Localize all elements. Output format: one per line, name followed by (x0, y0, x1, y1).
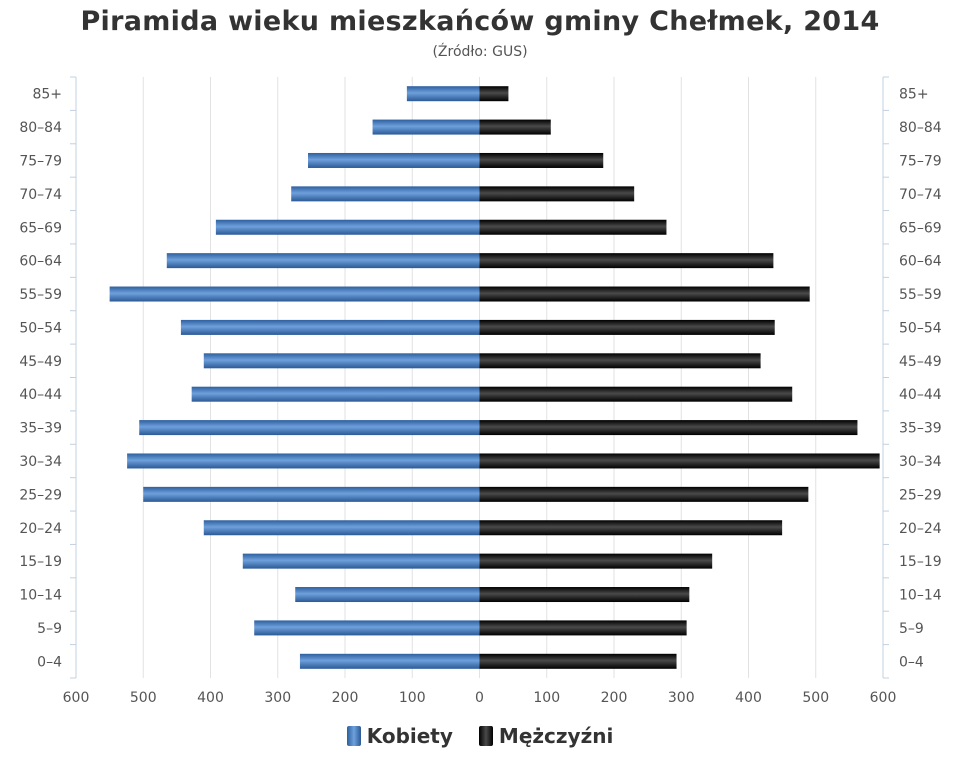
y-tick-label-left: 50–54 (19, 320, 62, 336)
y-tick-label-left: 40–44 (19, 387, 62, 403)
bar-mezczyzni (479, 486, 809, 502)
bar-kobiety (203, 353, 480, 369)
y-tick-label-left: 70–74 (19, 187, 62, 203)
bar-mezczyzni (479, 286, 810, 302)
x-tick-label: 100 (399, 690, 426, 706)
bar-mezczyzni (479, 520, 783, 536)
y-tick-label-left: 35–39 (19, 421, 62, 437)
x-tick-label: 300 (668, 690, 695, 706)
x-tick-label: 100 (533, 690, 560, 706)
bar-kobiety (372, 119, 480, 135)
bar-mezczyzni (479, 353, 761, 369)
bar-kobiety (406, 86, 480, 102)
y-tick-label-right: 5–9 (899, 621, 924, 637)
bar-kobiety (180, 319, 480, 335)
bar-kobiety (295, 587, 480, 603)
bar-mezczyzni (479, 319, 775, 335)
x-tick-label: 600 (870, 690, 897, 706)
bar-mezczyzni (479, 453, 880, 469)
y-tick-label-right: 45–49 (899, 354, 942, 370)
y-tick-label-right: 20–24 (899, 521, 942, 537)
bar-mezczyzni (479, 420, 858, 436)
x-tick-label: 300 (264, 690, 291, 706)
x-tick-label: 500 (130, 690, 157, 706)
bar-mezczyzni (479, 386, 793, 402)
y-tick-label-left: 80–84 (19, 120, 62, 136)
x-tick-label: 400 (197, 690, 224, 706)
bar-kobiety (215, 219, 480, 235)
bar-mezczyzni (479, 653, 677, 669)
bar-mezczyzni (479, 219, 667, 235)
chart-title: Piramida wieku mieszkańców gminy Chełmek… (80, 6, 880, 37)
bar-kobiety (308, 152, 480, 168)
y-tick-label-left: 65–69 (19, 220, 62, 236)
y-tick-label-right: 75–79 (899, 153, 942, 169)
chart-subtitle: (Źródło: GUS) (432, 44, 528, 60)
y-tick-label-right: 55–59 (899, 287, 942, 303)
legend-label-mezczyzni: Mężczyźni (498, 724, 614, 748)
y-tick-label-right: 60–64 (899, 254, 942, 270)
y-tick-label-left: 25–29 (19, 487, 62, 503)
y-tick-label-left: 75–79 (19, 153, 62, 169)
bar-mezczyzni (479, 186, 635, 202)
y-tick-label-left: 0–4 (37, 654, 62, 670)
bar-kobiety (291, 186, 480, 202)
bar-kobiety (166, 253, 480, 269)
x-tick-label: 0 (475, 690, 484, 706)
y-tick-label-left: 55–59 (19, 287, 62, 303)
y-tick-label-right: 50–54 (899, 320, 942, 336)
y-tick-label-right: 10–14 (899, 588, 942, 604)
y-tick-label-right: 15–19 (899, 554, 942, 570)
bar-mezczyzni (479, 119, 551, 135)
bar-mezczyzni (479, 620, 687, 636)
y-tick-label-left: 20–24 (19, 521, 62, 537)
y-tick-label-left: 85+ (32, 87, 62, 103)
bar-mezczyzni (479, 253, 774, 269)
legend-label-kobiety: Kobiety (366, 724, 453, 748)
x-tick-label: 400 (735, 690, 762, 706)
bar-kobiety (139, 420, 480, 436)
chart-legend: Kobiety Mężczyźni (0, 724, 960, 748)
bar-kobiety (254, 620, 480, 636)
bar-mezczyzni (479, 553, 713, 569)
y-tick-label-right: 65–69 (899, 220, 942, 236)
legend-item-mezczyzni[interactable]: Mężczyźni (478, 724, 614, 748)
y-tick-label-left: 5–9 (37, 621, 62, 637)
y-tick-label-right: 70–74 (899, 187, 942, 203)
bar-kobiety (191, 386, 480, 402)
legend-item-kobiety[interactable]: Kobiety (346, 724, 453, 748)
bar-kobiety (127, 453, 480, 469)
x-tick-label: 200 (332, 690, 359, 706)
bar-kobiety (203, 520, 480, 536)
legend-swatch-mezczyzni (478, 726, 493, 746)
y-tick-label-right: 25–29 (899, 487, 942, 503)
bar-mezczyzni (479, 587, 690, 603)
y-tick-label-right: 30–34 (899, 454, 942, 470)
x-tick-label: 200 (601, 690, 628, 706)
y-tick-label-left: 30–34 (19, 454, 62, 470)
y-tick-label-left: 45–49 (19, 354, 62, 370)
bar-kobiety (242, 553, 480, 569)
y-tick-label-right: 35–39 (899, 421, 942, 437)
y-tick-label-right: 80–84 (899, 120, 942, 136)
bar-mezczyzni (479, 152, 604, 168)
y-tick-label-left: 60–64 (19, 254, 62, 270)
y-tick-label-right: 0–4 (899, 654, 924, 670)
x-tick-label: 500 (802, 690, 829, 706)
bar-kobiety (143, 486, 480, 502)
y-tick-label-right: 85+ (899, 87, 929, 103)
y-tick-label-left: 10–14 (19, 588, 62, 604)
legend-swatch-kobiety (346, 726, 361, 746)
bar-kobiety (299, 653, 480, 669)
x-tick-label: 600 (63, 690, 90, 706)
y-tick-label-right: 40–44 (899, 387, 942, 403)
bar-mezczyzni (479, 86, 509, 102)
bar-kobiety (109, 286, 480, 302)
y-tick-label-left: 15–19 (19, 554, 62, 570)
